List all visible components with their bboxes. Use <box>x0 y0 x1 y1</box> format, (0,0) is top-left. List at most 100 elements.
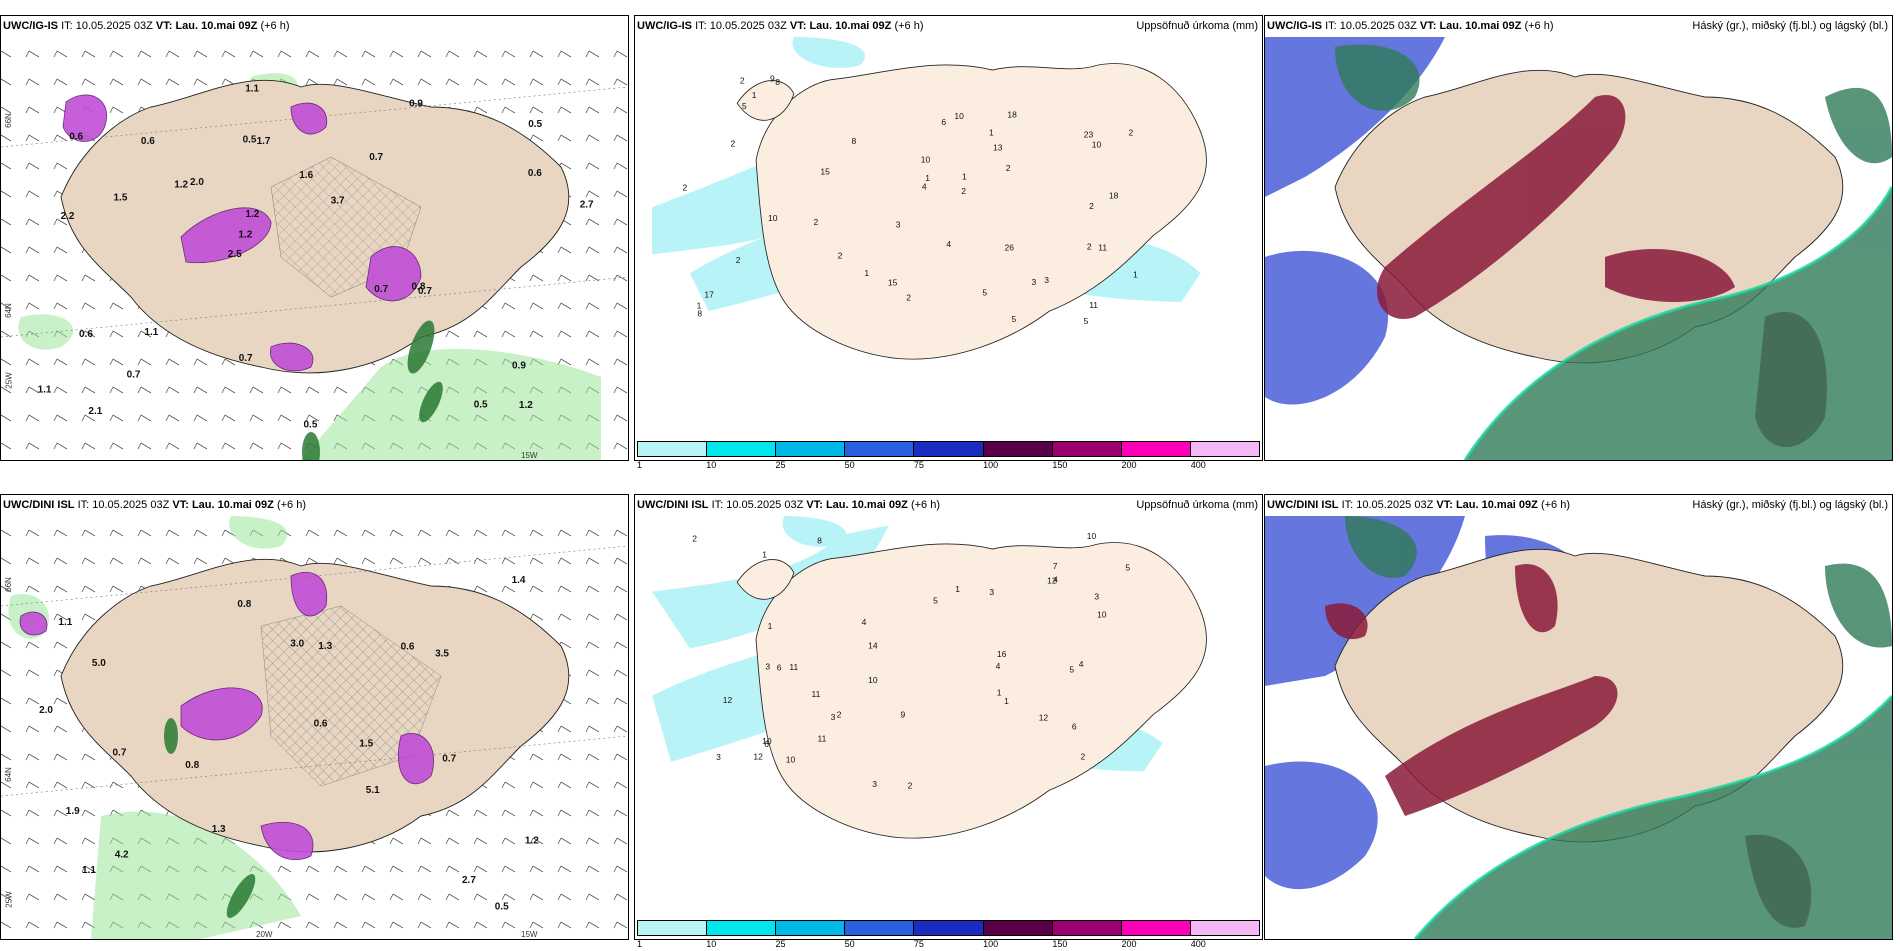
map-value-label: 0.5 <box>474 400 488 411</box>
wind-barb <box>1 585 12 593</box>
wind-barb <box>1 725 12 733</box>
map-value-label: 0.7 <box>418 286 432 297</box>
map-value-label: 4 <box>996 661 1001 671</box>
map-value-label: 4 <box>1079 659 1084 669</box>
colorbar-tick-label: 200 <box>1121 460 1137 470</box>
wind-barb <box>25 414 40 422</box>
precip-colorbar <box>637 920 1260 936</box>
wind-barb <box>1 529 12 537</box>
wind-barb <box>277 50 292 58</box>
wind-barb <box>445 78 460 86</box>
wind-barb <box>165 78 180 86</box>
map-value-label: 1 <box>1133 269 1138 279</box>
wind-barb <box>333 529 348 537</box>
wind-barb <box>305 921 320 929</box>
map-value-label: 3.5 <box>435 648 449 659</box>
map-value-label: 0.7 <box>127 369 141 380</box>
wind-barb <box>137 442 152 450</box>
wind-barb <box>81 837 96 845</box>
wind-barb <box>529 330 544 338</box>
map-value-label: 12 <box>1047 575 1057 585</box>
wind-barb <box>53 725 68 733</box>
wind-barb <box>529 274 544 282</box>
wind-barb <box>613 414 628 422</box>
map-value-label: 0.6 <box>141 136 155 147</box>
wind-barb <box>1 302 12 310</box>
wind-barb <box>333 865 348 873</box>
wind-barb <box>613 302 628 310</box>
wind-barb <box>1 358 12 366</box>
wind-barb <box>25 921 40 929</box>
wind-barb <box>1 837 12 845</box>
wind-barb <box>417 50 432 58</box>
map-value-label: 1 <box>697 301 702 311</box>
map-value-label: 12 <box>753 752 763 762</box>
map-value-label: 2.5 <box>228 249 242 260</box>
wind-barb <box>193 358 208 366</box>
mid-cloud-green <box>1335 44 1892 460</box>
wind-barb <box>613 697 628 705</box>
map-value-label: 1 <box>768 621 773 631</box>
wind-barb <box>193 386 208 394</box>
wind-barb <box>277 386 292 394</box>
wind-barb <box>165 557 180 565</box>
wind-barb <box>137 414 152 422</box>
map-value-label: 18 <box>1109 190 1119 200</box>
wind-barb <box>25 865 40 873</box>
wind-barb <box>249 50 264 58</box>
map-value-label: 0.6 <box>314 719 328 730</box>
wind-barb <box>585 921 600 929</box>
map-value-label: 10 <box>762 736 772 746</box>
wind-barb <box>501 330 516 338</box>
wind-barb <box>501 78 516 86</box>
panel-wind-row1: UWC/IG-IS IT: 10.05.2025 03Z VT: Lau. 10… <box>0 15 629 461</box>
wind-barb <box>585 302 600 310</box>
map-value-label: 10 <box>954 111 964 121</box>
wind-barb <box>53 893 68 901</box>
wind-barb <box>53 386 68 394</box>
wind-barb <box>305 414 320 422</box>
wind-barb <box>109 50 124 58</box>
colorbar-segment <box>1121 921 1191 935</box>
wind-barb <box>473 837 488 845</box>
map-value-label: 6 <box>941 117 946 127</box>
map-value-label: 3 <box>872 779 877 789</box>
wind-barb <box>53 585 68 593</box>
map-value-label: 4 <box>922 182 927 192</box>
map-value-label: 5 <box>933 595 938 605</box>
wind-barb <box>585 358 600 366</box>
wind-barb <box>585 725 600 733</box>
wind-barb <box>81 557 96 565</box>
map-value-label: 23 <box>1084 130 1094 140</box>
map-value-label: 2 <box>1089 201 1094 211</box>
map-value-label: 10 <box>868 675 878 685</box>
map-value-label: 0.6 <box>528 168 542 179</box>
map-value-label: 2.1 <box>88 406 102 417</box>
panel-cloud-row1: UWC/IG-IS IT: 10.05.2025 03Z VT: Lau. 10… <box>1264 15 1893 461</box>
map-value-label: 4 <box>946 239 951 249</box>
wind-barb <box>1 246 12 254</box>
panel-precip-row2: UWC/DINI ISL IT: 10.05.2025 03Z VT: Lau.… <box>634 494 1263 949</box>
map-value-label: 15 <box>820 167 830 177</box>
wind-barb <box>1 865 12 873</box>
wind-barb <box>501 302 516 310</box>
panel-header: UWC/DINI ISL IT: 10.05.2025 03Z VT: Lau.… <box>3 499 306 511</box>
wind-barb <box>305 893 320 901</box>
map-value-label: 3 <box>989 587 994 597</box>
wind-barb <box>25 781 40 789</box>
panel-title: Uppsöfnuð úrkoma (mm) <box>1136 20 1258 32</box>
map-value-label: 2 <box>906 293 911 303</box>
wind-barb <box>1 386 12 394</box>
wind-barb <box>529 106 544 114</box>
wind-barb <box>529 893 544 901</box>
lon-label-15: 15W <box>521 451 538 460</box>
map-value-label: 0.8 <box>185 760 199 771</box>
wind-barb <box>1 697 12 705</box>
panel-title: Háský (gr.), miðský (fj.bl.) og lágský (… <box>1692 20 1888 32</box>
wind-barb <box>81 302 96 310</box>
wind-barb <box>585 106 600 114</box>
map-value-label: 6 <box>1072 722 1077 732</box>
wind-barb <box>557 725 572 733</box>
wind-barb <box>109 106 124 114</box>
wind-barb <box>557 865 572 873</box>
